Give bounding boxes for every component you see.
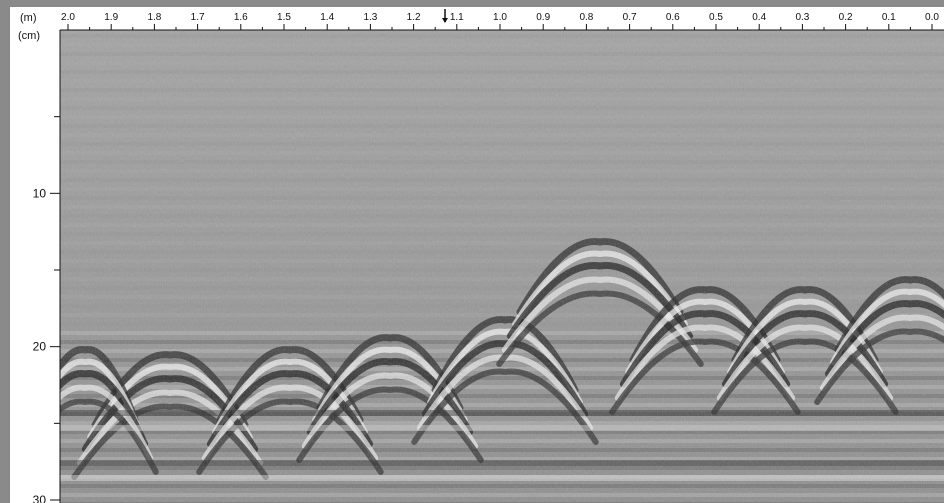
distance-tick-label: 0.0 <box>925 12 939 23</box>
distance-tick-label: 1.1 <box>450 12 464 23</box>
distance-tick-label: 0.5 <box>709 12 723 23</box>
depth-unit-label: (cm) <box>18 30 40 42</box>
distance-tick-label: 1.7 <box>191 12 205 23</box>
distance-tick-label: 0.6 <box>666 12 680 23</box>
radargram-image <box>60 30 944 503</box>
distance-tick-label: 1.3 <box>363 12 377 23</box>
distance-tick-label: 0.9 <box>536 12 550 23</box>
position-marker-icon[interactable] <box>442 9 448 23</box>
distance-tick-label: 1.8 <box>147 12 161 23</box>
distance-axis-background <box>10 7 944 30</box>
distance-tick-label: 1.9 <box>104 12 118 23</box>
depth-tick-label: 20 <box>33 340 47 354</box>
distance-tick-label: 0.8 <box>579 12 593 23</box>
distance-tick-label: 0.1 <box>882 12 896 23</box>
distance-tick-label: 0.3 <box>795 12 809 23</box>
distance-tick-label: 1.6 <box>234 12 248 23</box>
distance-tick-label: 1.5 <box>277 12 291 23</box>
depth-axis-background <box>10 7 60 503</box>
distance-unit-label: (m) <box>20 12 37 24</box>
distance-tick-label: 2.0 <box>61 12 75 23</box>
distance-tick-label: 1.4 <box>320 12 334 23</box>
distance-axis-ticks: 2.0 1.9 1.8 1.7 1.6 1.5 1.4 1.3 1.2 1.1 1.0 0.9 0.8 0… <box>61 12 939 30</box>
distance-tick-label: 1.0 <box>493 12 507 23</box>
depth-tick-label: 30 <box>33 493 47 503</box>
distance-tick-label: 0.4 <box>752 12 766 23</box>
distance-tick-label: 1.2 <box>407 12 421 23</box>
distance-tick-label: 0.2 <box>839 12 853 23</box>
distance-tick-label: 0.7 <box>623 12 637 23</box>
depth-axis-ticks: 10 20 30 <box>33 116 60 503</box>
depth-tick-label: 10 <box>33 186 47 200</box>
